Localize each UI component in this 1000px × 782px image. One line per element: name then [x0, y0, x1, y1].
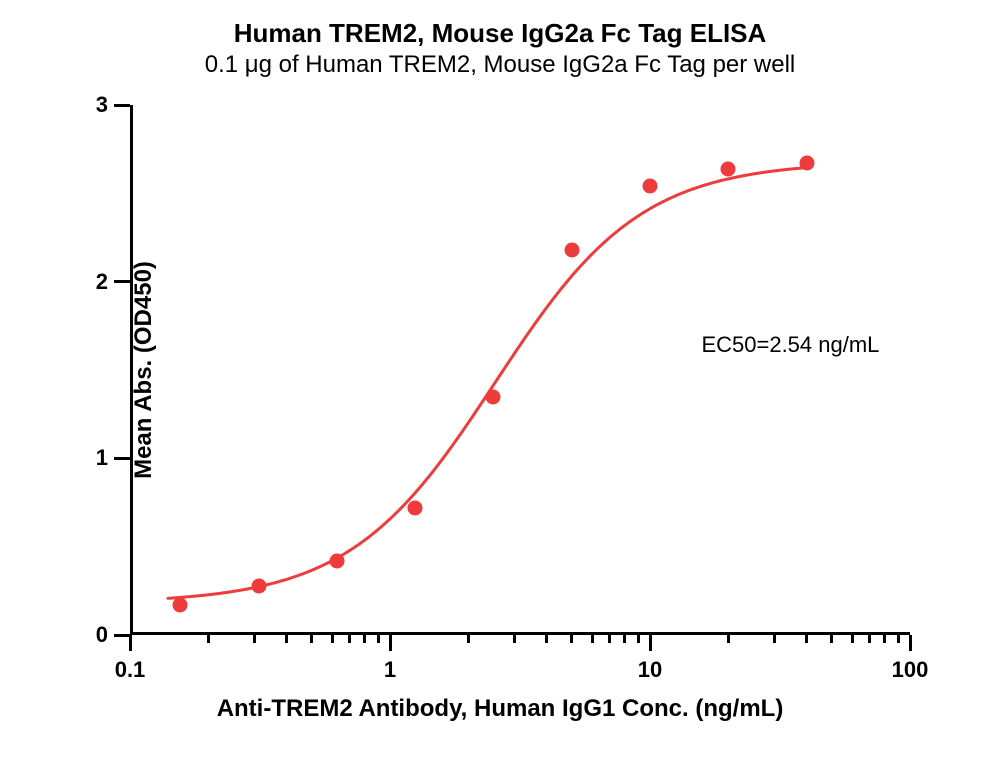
- x-tick: [129, 635, 132, 651]
- x-minor-tick: [830, 635, 833, 643]
- fit-curve: [130, 105, 910, 635]
- data-point: [329, 553, 344, 568]
- x-minor-tick: [608, 635, 611, 643]
- y-tick-label: 3: [84, 92, 108, 118]
- y-axis-title: Mean Abs. (OD450): [130, 261, 158, 479]
- x-minor-tick: [331, 635, 334, 643]
- data-point: [799, 156, 814, 171]
- x-minor-tick: [897, 635, 900, 643]
- x-minor-tick: [868, 635, 871, 643]
- x-tick-label: 1: [384, 657, 396, 683]
- x-minor-tick: [207, 635, 210, 643]
- y-tick-label: 2: [84, 269, 108, 295]
- data-point: [408, 500, 423, 515]
- x-minor-tick: [773, 635, 776, 643]
- x-minor-tick: [727, 635, 730, 643]
- y-tick-label: 1: [84, 445, 108, 471]
- y-tick: [114, 104, 130, 107]
- x-minor-tick: [363, 635, 366, 643]
- x-minor-tick: [637, 635, 640, 643]
- x-minor-tick: [348, 635, 351, 643]
- x-tick-label: 100: [892, 657, 929, 683]
- plot-area: [130, 105, 910, 635]
- x-minor-tick: [253, 635, 256, 643]
- x-minor-tick: [545, 635, 548, 643]
- x-minor-tick: [310, 635, 313, 643]
- data-point: [721, 161, 736, 176]
- x-minor-tick: [513, 635, 516, 643]
- x-minor-tick: [570, 635, 573, 643]
- x-minor-tick: [851, 635, 854, 643]
- x-tick: [909, 635, 912, 651]
- x-minor-tick: [377, 635, 380, 643]
- x-tick-label: 0.1: [115, 657, 146, 683]
- x-tick: [389, 635, 392, 651]
- data-point: [643, 179, 658, 194]
- y-tick: [114, 280, 130, 283]
- data-point: [173, 597, 188, 612]
- y-tick-label: 0: [84, 622, 108, 648]
- x-minor-tick: [591, 635, 594, 643]
- x-tick-label: 10: [638, 657, 662, 683]
- x-minor-tick: [805, 635, 808, 643]
- data-point: [564, 242, 579, 257]
- data-point: [251, 578, 266, 593]
- x-minor-tick: [623, 635, 626, 643]
- title-block: Human TREM2, Mouse IgG2a Fc Tag ELISA 0.…: [0, 18, 1000, 79]
- x-minor-tick: [285, 635, 288, 643]
- x-axis-title: Anti-TREM2 Antibody, Human IgG1 Conc. (n…: [0, 695, 1000, 723]
- y-tick: [114, 457, 130, 460]
- x-minor-tick: [467, 635, 470, 643]
- chart-container: Human TREM2, Mouse IgG2a Fc Tag ELISA 0.…: [0, 0, 1000, 782]
- x-tick: [649, 635, 652, 651]
- ec50-annotation: EC50=2.54 ng/mL: [701, 332, 879, 358]
- x-minor-tick: [883, 635, 886, 643]
- chart-title: Human TREM2, Mouse IgG2a Fc Tag ELISA: [0, 18, 1000, 49]
- y-tick: [114, 634, 130, 637]
- chart-subtitle: 0.1 μg of Human TREM2, Mouse IgG2a Fc Ta…: [0, 51, 1000, 79]
- data-point: [486, 389, 501, 404]
